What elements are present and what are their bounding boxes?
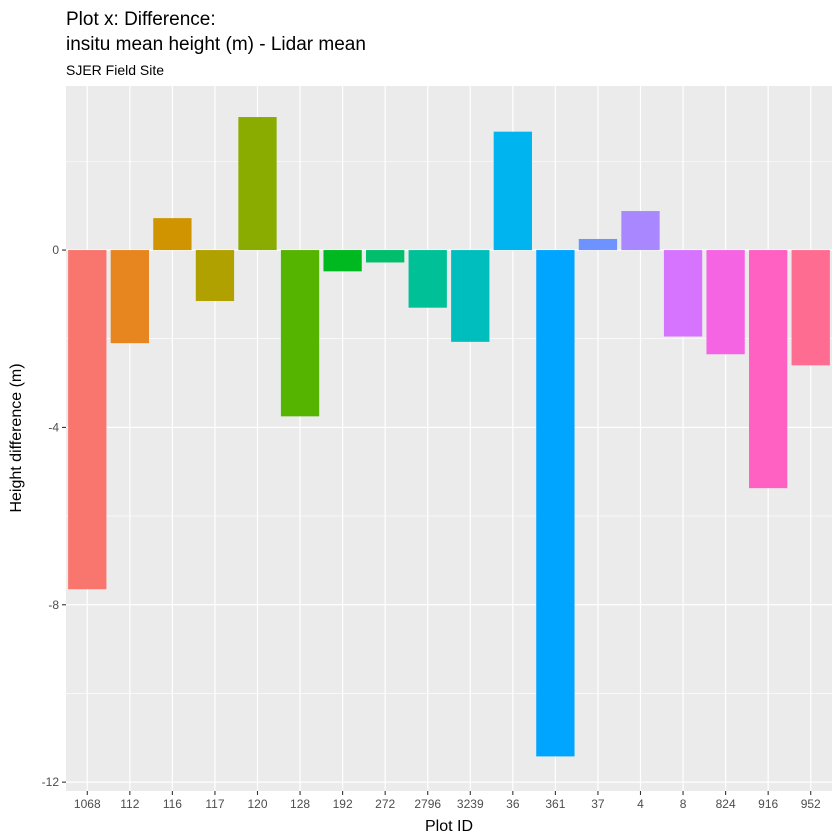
bar-8 bbox=[663, 250, 703, 337]
x-tick-label: 4 bbox=[637, 797, 644, 811]
x-tick-label: 112 bbox=[120, 797, 139, 811]
y-tick-label: -4 bbox=[48, 420, 59, 434]
x-tick-label: 120 bbox=[247, 797, 267, 811]
y-tick-label: -12 bbox=[42, 775, 60, 789]
bars bbox=[68, 117, 830, 757]
x-tick-label: 916 bbox=[758, 797, 778, 811]
chart-title-line-1: Plot x: Difference: bbox=[66, 9, 216, 30]
bar-192 bbox=[323, 250, 362, 272]
bar-37 bbox=[578, 238, 618, 251]
bar-120 bbox=[238, 117, 277, 251]
bar-272 bbox=[366, 250, 405, 263]
plot-panel bbox=[66, 86, 832, 791]
bar-4 bbox=[621, 211, 660, 251]
y-axis: 0 -4 -8 -12 bbox=[42, 243, 66, 789]
bar-128 bbox=[280, 250, 320, 417]
x-tick-label: 3239 bbox=[457, 797, 484, 811]
x-tick-label: 36 bbox=[506, 797, 520, 811]
x-tick-label: 272 bbox=[375, 797, 395, 811]
x-tick-label: 116 bbox=[163, 797, 182, 811]
x-tick-label: 361 bbox=[545, 797, 565, 811]
chart-title-line-2: insitu mean height (m) - Lidar mean bbox=[66, 34, 366, 55]
chart-subtitle: SJER Field Site bbox=[66, 62, 164, 78]
x-tick-label: 37 bbox=[591, 797, 605, 811]
x-axis-title: Plot ID bbox=[425, 818, 473, 835]
y-axis-title: Height difference (m) bbox=[8, 363, 25, 512]
bar-116 bbox=[153, 218, 192, 251]
bar-361 bbox=[536, 250, 575, 757]
bar-952 bbox=[791, 250, 830, 366]
bar-824 bbox=[706, 250, 745, 355]
bar-117 bbox=[195, 250, 235, 302]
x-axis: 1068 112 116 117 120 128 192 272 2796 3239 36 361 37… bbox=[74, 791, 821, 811]
x-tick-label: 128 bbox=[290, 797, 310, 811]
x-tick-label: 824 bbox=[716, 797, 736, 811]
x-tick-label: 2796 bbox=[414, 797, 441, 811]
bar-3239 bbox=[451, 250, 490, 342]
x-tick-label: 8 bbox=[680, 797, 687, 811]
bar-916 bbox=[749, 250, 788, 489]
y-tick-label: 0 bbox=[52, 243, 59, 257]
bar-112 bbox=[110, 250, 149, 344]
bar-1068 bbox=[68, 250, 107, 590]
bar-2796 bbox=[408, 250, 447, 308]
x-tick-label: 952 bbox=[801, 797, 821, 811]
x-tick-label: 192 bbox=[333, 797, 353, 811]
x-tick-label: 1068 bbox=[74, 797, 101, 811]
x-tick-label: 117 bbox=[205, 797, 224, 811]
bar-36 bbox=[493, 131, 532, 251]
y-tick-label: -8 bbox=[48, 598, 59, 612]
